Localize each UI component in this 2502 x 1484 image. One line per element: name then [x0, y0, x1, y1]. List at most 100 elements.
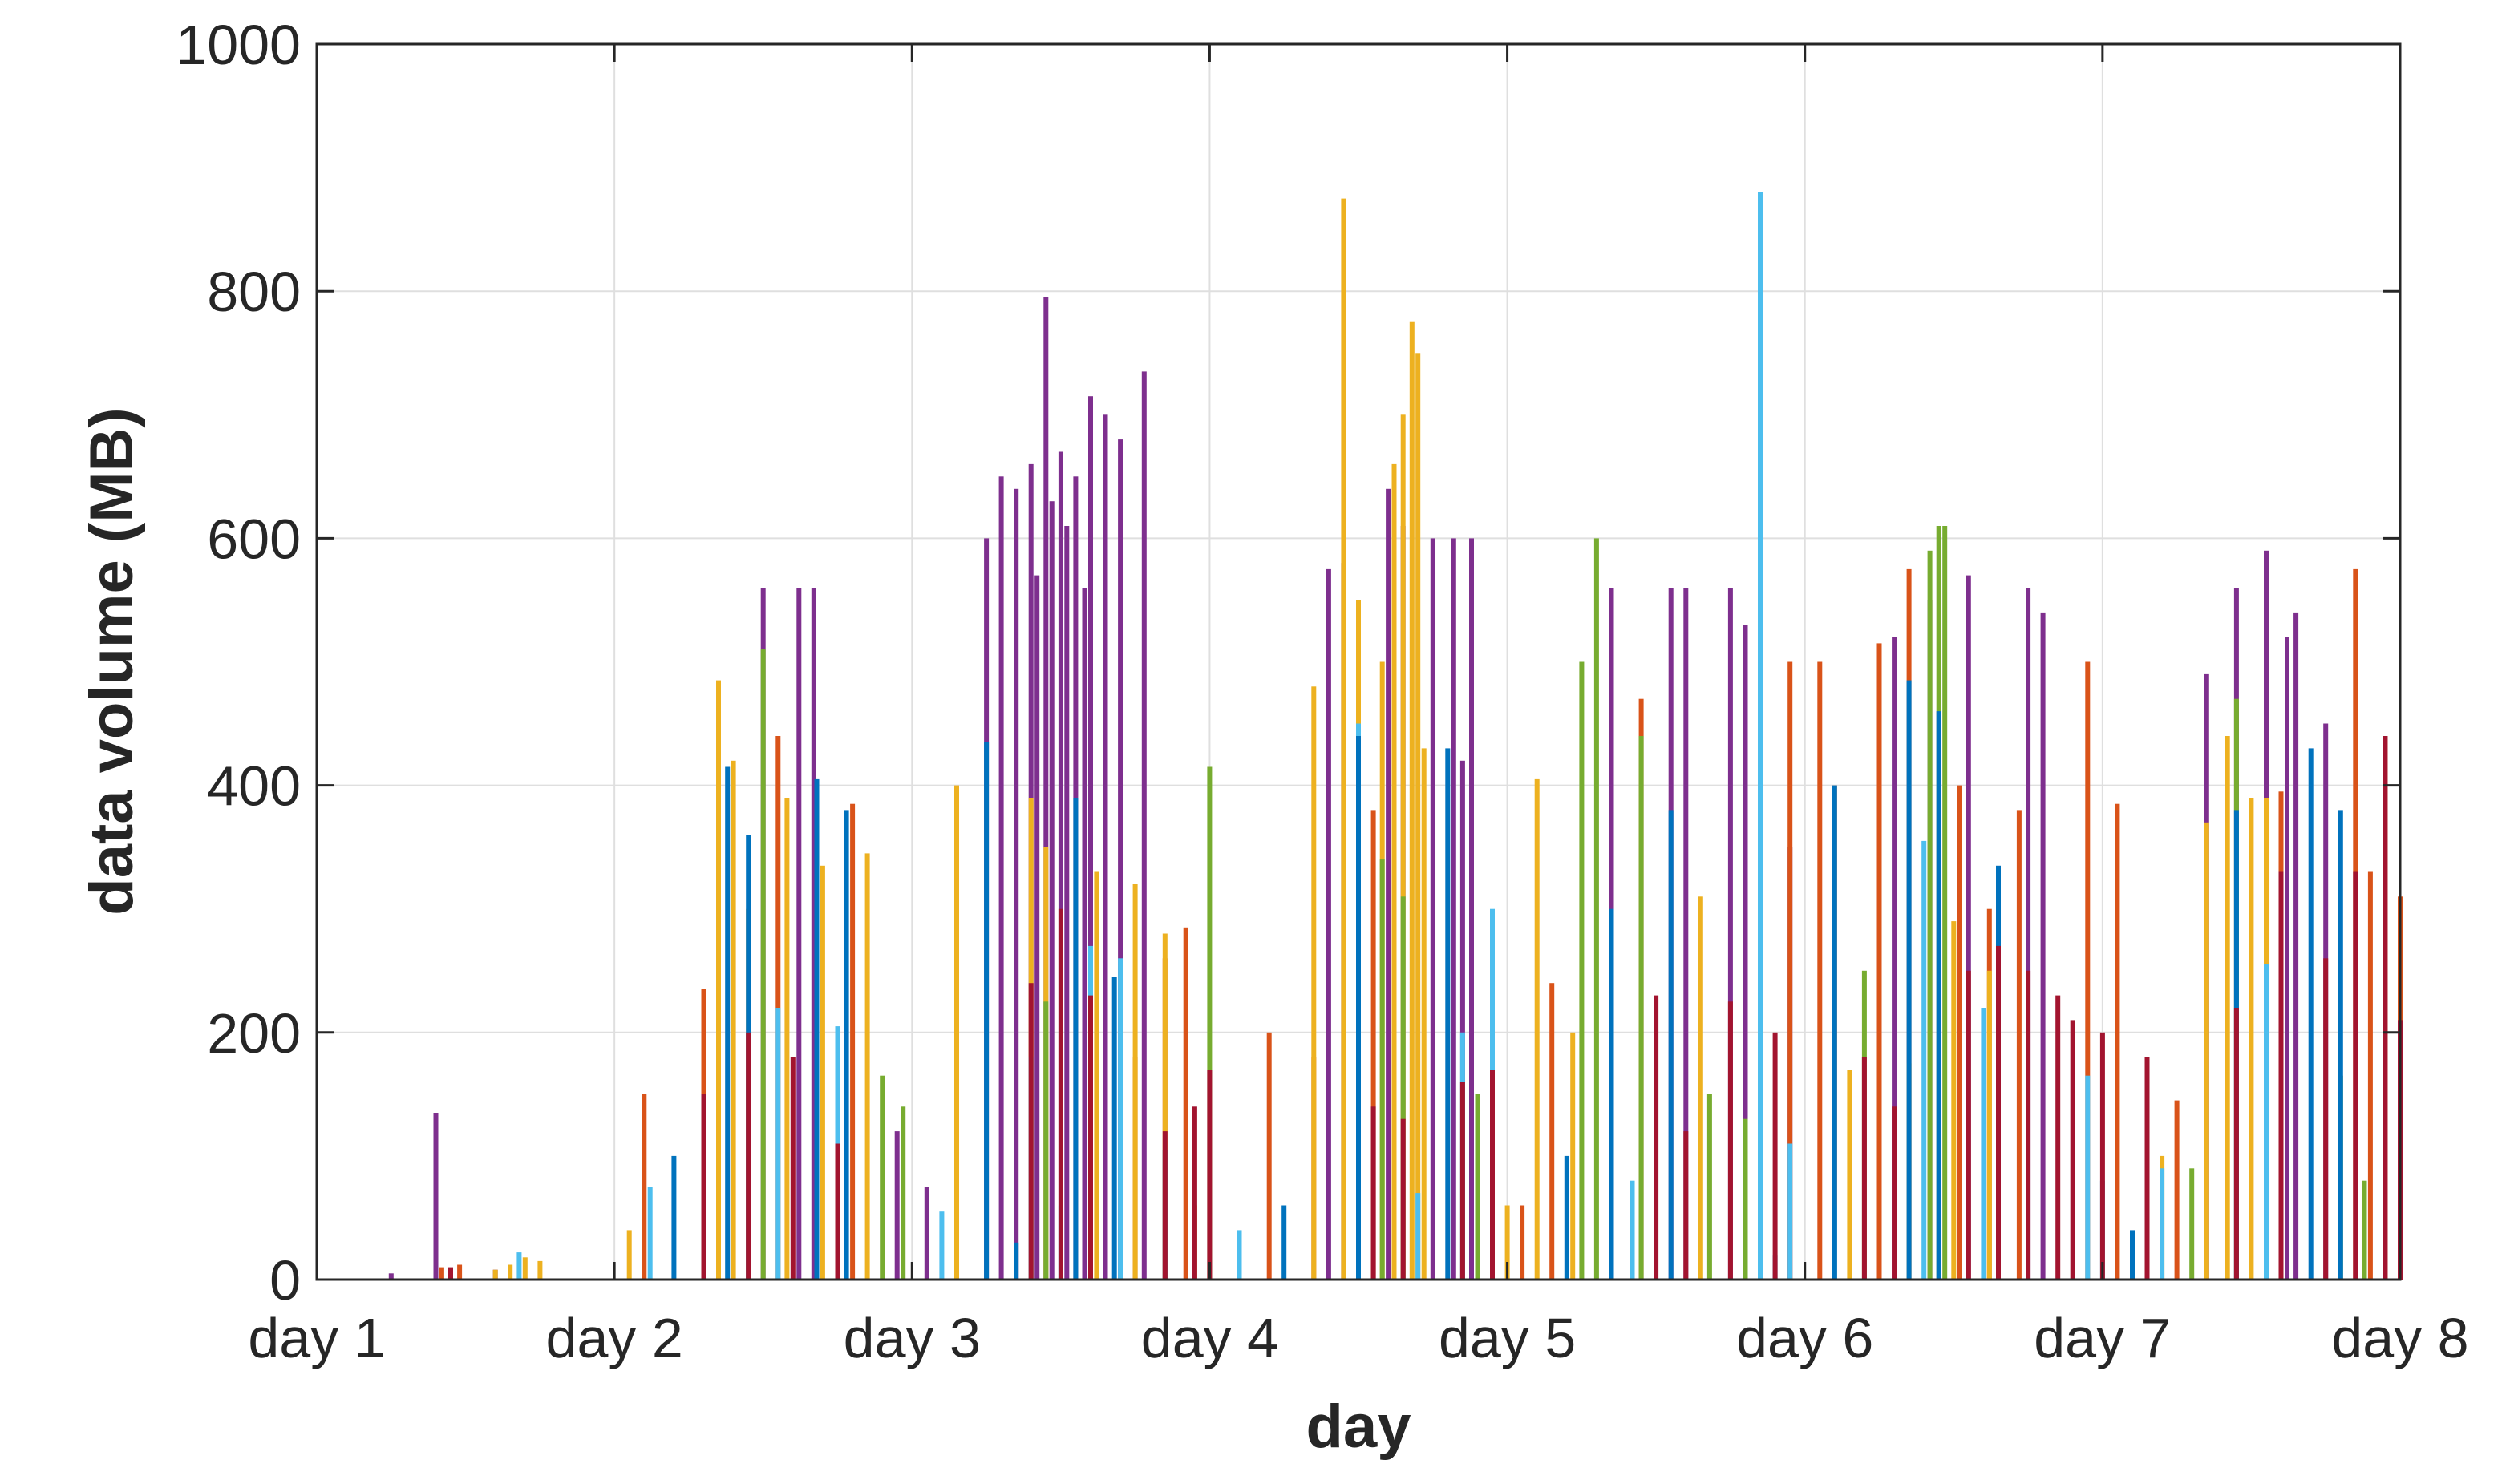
bar	[1370, 1106, 1376, 1280]
bar	[2055, 995, 2061, 1280]
bar	[2278, 871, 2284, 1280]
bar	[1876, 643, 1882, 1280]
bar	[716, 680, 721, 1280]
bar	[1266, 1032, 1272, 1280]
grid-lines	[317, 44, 2400, 1280]
bar	[1043, 1001, 1049, 1280]
bar	[2130, 1230, 2135, 1280]
bar	[1207, 766, 1213, 1280]
bar	[1415, 353, 1421, 1280]
x-tick-label: day 3	[844, 1307, 981, 1369]
bar	[880, 1075, 885, 1280]
bar	[1162, 933, 1168, 1280]
bar	[647, 1187, 653, 1280]
bar	[1683, 588, 1689, 1280]
bar	[820, 865, 825, 1280]
x-tick-label: day 1	[248, 1307, 385, 1369]
bar	[1370, 810, 1376, 1280]
bar	[1504, 1205, 1510, 1280]
bar	[2204, 822, 2209, 1280]
bar	[448, 1267, 453, 1280]
bar	[1892, 637, 1897, 1280]
bar	[2070, 1020, 2075, 1280]
bar	[2338, 810, 2343, 1280]
bar	[1058, 908, 1063, 1280]
bar	[1966, 575, 1971, 1280]
bar	[1356, 736, 1361, 1280]
bar	[1460, 760, 1465, 1280]
bar	[1942, 526, 1948, 1280]
bar	[894, 1131, 900, 1280]
bar	[439, 1267, 444, 1280]
bar	[1430, 538, 1435, 1280]
bar	[1549, 983, 1555, 1280]
bar	[814, 778, 820, 1280]
bar	[1921, 840, 1927, 1280]
bar	[2085, 1075, 2091, 1280]
bar	[1847, 1070, 1852, 1280]
bar	[1445, 748, 1451, 1280]
bar	[1014, 488, 1019, 1280]
bar	[1379, 859, 1385, 1280]
bar	[1787, 661, 1793, 1280]
bar	[2026, 588, 2031, 1280]
bar	[1534, 778, 1540, 1280]
bar	[1162, 1131, 1168, 1280]
bar	[1082, 588, 1087, 1280]
bar	[1579, 661, 1585, 1280]
bar	[516, 1252, 522, 1280]
bar	[1391, 463, 1397, 1280]
bar	[954, 785, 959, 1280]
bar	[2323, 958, 2329, 1280]
bar	[1103, 414, 1108, 1280]
bar	[1192, 1106, 1197, 1280]
bar	[1088, 995, 1093, 1280]
bar	[522, 1257, 528, 1280]
y-tick-label: 0	[269, 1249, 301, 1312]
bar	[811, 588, 816, 1280]
bar	[1400, 1118, 1406, 1280]
bar	[457, 1264, 463, 1280]
x-tick-label: day 8	[2331, 1307, 2468, 1369]
bar	[1451, 538, 1456, 1280]
bar	[1421, 748, 1427, 1280]
bar	[2225, 736, 2230, 1280]
bar	[1861, 1057, 1867, 1280]
bar	[784, 798, 790, 1280]
bar	[1787, 1143, 1793, 1280]
bar	[1520, 1205, 1525, 1280]
bar	[1400, 896, 1406, 1280]
y-tick-label: 800	[207, 261, 301, 323]
bar	[1668, 810, 1674, 1280]
bar	[1237, 1230, 1242, 1280]
bar	[1469, 538, 1474, 1280]
bar	[1966, 970, 1971, 1280]
bar	[492, 1269, 498, 1280]
x-tick-label: day 2	[546, 1307, 683, 1369]
bar	[1475, 1094, 1480, 1280]
bar	[1638, 736, 1644, 1280]
bar	[2085, 661, 2091, 1280]
bar	[1630, 1180, 1635, 1280]
bar	[2026, 970, 2031, 1280]
bar	[671, 1155, 677, 1280]
bar	[1326, 568, 1331, 1280]
bar	[2353, 871, 2358, 1280]
bar	[1415, 1193, 1421, 1280]
y-tick-label: 600	[207, 507, 301, 570]
bar	[1043, 297, 1049, 1280]
bar	[1743, 1118, 1748, 1280]
bar	[1141, 371, 1147, 1280]
bar	[1311, 686, 1317, 1280]
bar	[1986, 970, 1992, 1280]
bar	[2040, 612, 2046, 1280]
bar	[1593, 538, 1599, 1280]
data-bars	[388, 192, 2403, 1280]
bar	[2285, 637, 2289, 1280]
y-tick-label: 200	[207, 1002, 301, 1065]
bar	[1683, 1131, 1689, 1280]
bar	[1118, 958, 1123, 1280]
bar	[746, 1032, 751, 1280]
bar	[1094, 871, 1099, 1280]
bar	[760, 649, 766, 1280]
